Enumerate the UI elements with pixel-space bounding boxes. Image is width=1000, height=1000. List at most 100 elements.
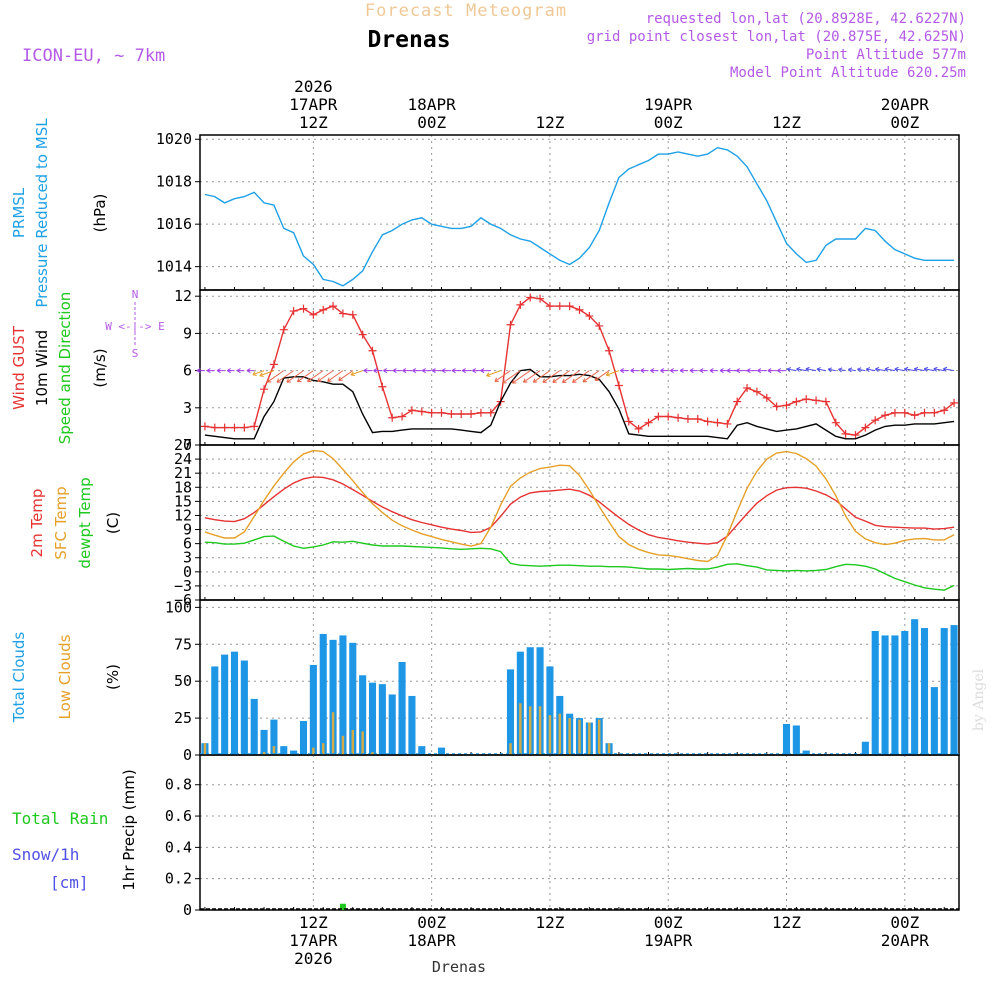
bottom-time-label: 00Z	[654, 913, 683, 932]
gust-marker	[861, 423, 870, 432]
top-time-label: 12Z	[772, 113, 801, 132]
grid-point-coords: grid point closest lon,lat (20.875E, 42.…	[587, 29, 966, 45]
series-line-prmsl	[204, 146, 955, 287]
label-total-clouds: Total Clouds	[10, 632, 28, 724]
top-time-label: 18APR	[408, 95, 457, 114]
wind-direction-arrow	[669, 368, 679, 374]
wind-direction-arrow	[317, 370, 334, 382]
bar-total-clouds	[319, 633, 327, 755]
top-time-label: 20APR	[881, 95, 930, 114]
y-tick-label: 1020	[156, 130, 192, 148]
gust-marker	[831, 418, 840, 427]
gust-marker	[398, 412, 407, 421]
bar-low-clouds	[509, 743, 512, 755]
bar-low-clouds	[538, 706, 542, 755]
gust-marker	[614, 381, 623, 390]
gust-marker	[743, 383, 752, 392]
gust-marker	[230, 423, 239, 432]
bottom-time-label: 18APR	[408, 931, 457, 950]
y-tick-label: 25	[174, 709, 192, 727]
panel-1	[195, 289, 960, 446]
panel-3	[195, 599, 960, 756]
label-sfc-temp: SFC Temp	[52, 486, 70, 559]
wind-direction-arrow	[786, 367, 797, 372]
wind-direction-arrow	[502, 370, 521, 384]
bottom-time-label: 12Z	[299, 913, 328, 932]
wind-direction-arrow	[441, 368, 452, 374]
bottom-time-label: 00Z	[890, 913, 919, 932]
wind-direction-arrow	[472, 368, 481, 374]
gust-marker	[358, 330, 367, 339]
top-time-label: 00Z	[654, 113, 683, 132]
bar-total-clouds	[329, 639, 337, 755]
y-tick-label: 9	[183, 324, 192, 342]
y-tick-label: 1018	[156, 173, 192, 191]
y-tick-label: 0	[183, 901, 192, 919]
wind-direction-arrow	[522, 370, 541, 383]
bar-total-clouds	[260, 729, 268, 755]
wind-direction-arrow	[350, 370, 363, 377]
gust-marker	[279, 325, 288, 334]
wind-direction-arrow	[838, 367, 846, 373]
panel-0	[195, 134, 960, 291]
bar-low-clouds	[371, 752, 374, 755]
gust-marker	[368, 346, 377, 355]
wind-direction-arrow	[796, 366, 807, 372]
wind-direction-arrow	[338, 370, 354, 381]
panel-frame	[199, 754, 960, 911]
wind-direction-arrow	[532, 370, 551, 383]
y-tick-label: 21	[174, 464, 192, 482]
bar-total-clouds	[782, 724, 791, 755]
gust-marker	[417, 407, 426, 416]
gust-marker	[772, 402, 781, 411]
bar-total-clouds	[506, 669, 515, 755]
y-tick-label: 1014	[156, 258, 192, 276]
gust-marker	[516, 300, 525, 309]
wind-direction-arrow	[252, 370, 265, 376]
bar-total-clouds	[536, 647, 544, 755]
wind-direction-arrow	[286, 370, 304, 383]
y-tick-label: 0.4	[165, 838, 192, 856]
wind-direction-arrow	[630, 368, 639, 374]
gust-marker	[812, 396, 821, 405]
y-tick-label: 0	[183, 436, 192, 454]
y-tick-label: 3	[183, 399, 192, 417]
location-title: Drenas	[367, 27, 450, 53]
wind-direction-arrow	[226, 368, 235, 374]
gust-marker	[713, 418, 722, 427]
gust-marker	[319, 305, 328, 314]
gust-marker	[940, 406, 949, 415]
label-pressure-msl: Pressure Reduced to MSL	[33, 118, 51, 308]
gust-marker	[388, 413, 397, 422]
bar-total-clouds	[299, 721, 308, 755]
bottom-time-label: 12Z	[772, 913, 801, 932]
y-tick-label: 24	[174, 450, 192, 468]
gust-marker	[299, 304, 308, 313]
wind-direction-arrow	[451, 368, 462, 374]
gust-marker	[338, 309, 347, 318]
bar-total-clouds	[930, 687, 938, 755]
bar-low-clouds	[528, 706, 532, 755]
gust-marker	[486, 408, 495, 417]
gust-marker	[851, 431, 860, 440]
bar-total-clouds	[240, 660, 248, 755]
top-time-label: 00Z	[417, 113, 446, 132]
gust-marker	[240, 423, 249, 432]
bar-total-clouds	[950, 625, 958, 755]
bar-low-clouds	[351, 729, 355, 755]
wind-direction-arrow	[306, 370, 324, 383]
bar-total-clouds	[408, 695, 416, 755]
gust-marker	[644, 418, 653, 427]
compass-n: N	[132, 288, 139, 301]
label-prmsl: PRMSL	[10, 187, 28, 238]
y-tick-label: 0.6	[165, 807, 192, 825]
gust-marker	[545, 302, 554, 311]
bar-low-clouds	[262, 752, 266, 755]
gust-marker	[309, 310, 318, 319]
wind-direction-arrow	[767, 368, 777, 374]
bar-rain	[339, 903, 346, 910]
wind-direction-arrow	[933, 366, 945, 372]
gust-marker	[693, 414, 702, 423]
gust-marker	[821, 397, 830, 406]
bottom-time-label: 2026	[294, 949, 333, 968]
